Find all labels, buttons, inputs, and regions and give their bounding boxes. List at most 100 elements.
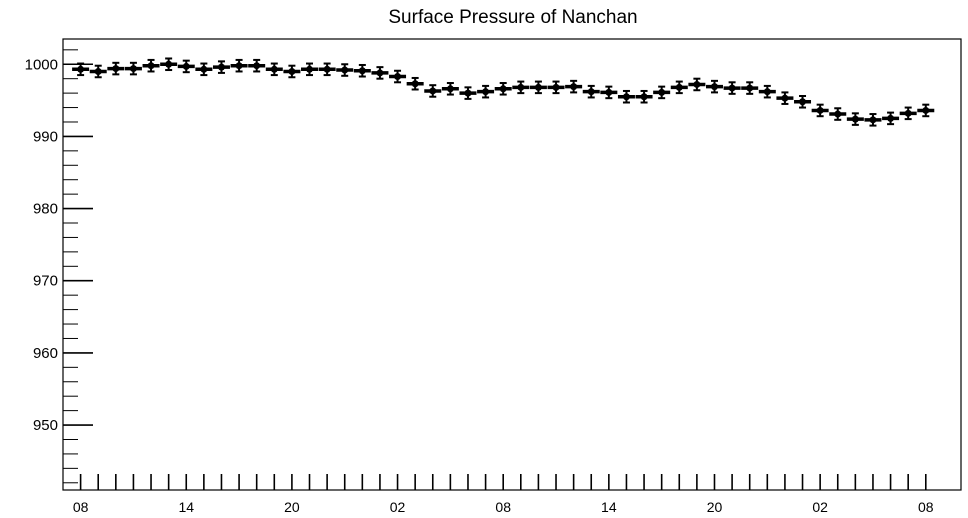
- data-marker: [182, 62, 190, 70]
- data-point: [424, 84, 442, 98]
- data-marker: [464, 89, 472, 97]
- data-point: [565, 79, 583, 94]
- data-point: [195, 62, 213, 77]
- data-marker: [622, 93, 630, 101]
- data-point: [882, 111, 900, 126]
- data-point: [142, 58, 160, 73]
- data-point: [758, 84, 776, 99]
- data-point: [283, 64, 301, 79]
- data-marker: [746, 84, 754, 92]
- data-marker: [165, 60, 173, 68]
- data-marker: [499, 85, 507, 93]
- data-point: [829, 107, 847, 121]
- data-point: [653, 85, 671, 100]
- data-marker: [587, 88, 595, 96]
- data-marker: [323, 65, 331, 73]
- data-point: [512, 80, 530, 95]
- data-point: [617, 89, 635, 104]
- data-marker: [270, 65, 278, 73]
- data-point: [811, 103, 829, 118]
- data-point: [794, 95, 812, 109]
- data-marker: [534, 83, 542, 91]
- data-point: [459, 86, 477, 100]
- data-marker: [763, 88, 771, 96]
- series-layer: [72, 57, 935, 127]
- data-marker: [658, 88, 666, 96]
- data-point: [723, 81, 741, 95]
- data-marker: [904, 109, 912, 117]
- data-marker: [129, 65, 137, 73]
- data-marker: [288, 67, 296, 75]
- data-point: [494, 82, 512, 96]
- data-point: [670, 80, 688, 95]
- y-tick-label: 960: [33, 345, 58, 362]
- data-point: [917, 103, 935, 118]
- data-point: [230, 58, 248, 73]
- data-marker: [869, 116, 877, 124]
- data-point: [547, 80, 565, 95]
- data-marker: [235, 62, 243, 70]
- x-tick-label: 14: [178, 499, 194, 515]
- data-point: [477, 84, 495, 99]
- data-point: [212, 60, 230, 74]
- data-marker: [922, 106, 930, 114]
- y-tick-label: 980: [33, 201, 58, 218]
- x-tick-label: 20: [284, 499, 300, 515]
- data-point: [635, 89, 653, 104]
- data-point: [160, 57, 178, 72]
- data-marker: [834, 110, 842, 118]
- data-point: [336, 63, 354, 77]
- x-tick-label: 08: [73, 499, 89, 515]
- data-point: [705, 79, 723, 94]
- data-point: [107, 61, 125, 76]
- x-tick-label: 02: [390, 499, 406, 515]
- data-point: [441, 82, 459, 96]
- data-point: [864, 113, 882, 127]
- data-marker: [675, 83, 683, 91]
- data-point: [688, 77, 706, 92]
- y-axis: 950 960 970 980 990 1000: [25, 49, 93, 484]
- data-marker: [394, 73, 402, 81]
- data-marker: [799, 98, 807, 106]
- data-point: [353, 63, 371, 78]
- data-point: [776, 91, 794, 105]
- data-point: [72, 62, 90, 77]
- y-tick-label: 950: [33, 417, 58, 434]
- x-tick-label: 08: [918, 499, 934, 515]
- y-tick-label: 990: [33, 128, 58, 145]
- x-tick-label: 14: [601, 499, 617, 515]
- data-marker: [429, 87, 437, 95]
- data-marker: [781, 94, 789, 102]
- data-marker: [728, 84, 736, 92]
- data-marker: [640, 93, 648, 101]
- data-point: [846, 112, 864, 126]
- data-marker: [147, 62, 155, 70]
- x-axis: 08 14 20 02 08 14 20 02 08: [73, 474, 934, 515]
- data-point: [89, 64, 107, 79]
- data-point: [600, 85, 618, 100]
- data-marker: [552, 83, 560, 91]
- data-marker: [306, 65, 314, 73]
- y-tick-label: 1000: [25, 56, 58, 73]
- data-point: [265, 62, 283, 77]
- data-marker: [217, 63, 225, 71]
- data-marker: [94, 67, 102, 75]
- data-point: [177, 59, 195, 74]
- x-tick-label: 08: [495, 499, 511, 515]
- data-point: [406, 76, 424, 91]
- data-marker: [376, 69, 384, 77]
- y-tick-label: 970: [33, 273, 58, 290]
- data-marker: [77, 65, 85, 73]
- data-point: [582, 84, 600, 99]
- chart-title: Surface Pressure of Nanchan: [388, 7, 637, 28]
- data-marker: [112, 65, 120, 73]
- data-marker: [446, 85, 454, 93]
- data-point: [371, 66, 389, 80]
- data-point: [248, 58, 266, 73]
- data-marker: [693, 80, 701, 88]
- data-point: [124, 61, 142, 76]
- data-marker: [570, 83, 578, 91]
- data-marker: [851, 115, 859, 123]
- data-marker: [341, 66, 349, 74]
